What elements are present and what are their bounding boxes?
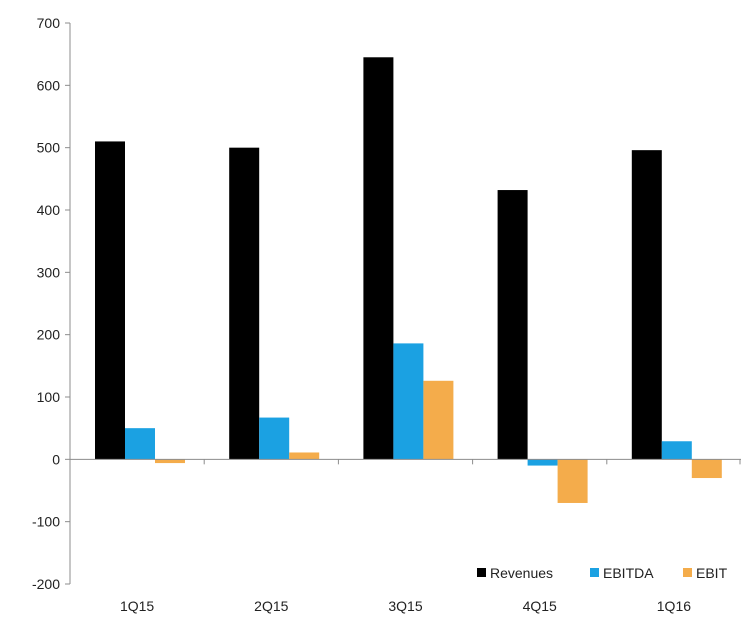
bar-revenues-1q16 [631, 150, 662, 460]
bar-revenues-1q15 [95, 141, 125, 460]
bar-ebitda-4q15 [527, 459, 558, 466]
legend-swatch-ebitda [590, 568, 599, 577]
y-tick-label: 200 [37, 327, 61, 343]
legend: Revenues EBITDA EBIT [477, 565, 728, 581]
zero-line-layer [69, 458, 741, 465]
x-tick-label: 3Q15 [388, 598, 422, 614]
x-tick-label: 4Q15 [523, 598, 557, 614]
x-tick-label: 1Q15 [120, 598, 154, 614]
y-tick-label: -100 [32, 514, 60, 530]
bar-ebitda-1q16 [661, 441, 692, 460]
bar-ebit-2q15 [289, 452, 320, 460]
x-tick-label: 2Q15 [254, 598, 288, 614]
x-tick-label: 1Q16 [657, 598, 691, 614]
bar-revenues-4q15 [497, 190, 528, 460]
y-tick-label: -200 [32, 576, 60, 592]
axes: -200 -100 0 100 200 300 400 500 600 700 1Q15 2Q15 3Q… [32, 15, 691, 614]
bar-ebitda-3q15 [393, 343, 424, 460]
y-tick-label: 500 [37, 140, 61, 156]
y-tick-label: 100 [37, 389, 61, 405]
legend-label-ebit: EBIT [696, 565, 728, 581]
bar-revenues-2q15 [229, 147, 260, 460]
bars [95, 57, 722, 503]
bar-ebit-3q15 [423, 380, 454, 460]
bar-ebitda-2q15 [259, 417, 290, 460]
y-tick-label: 600 [37, 77, 61, 93]
bar-ebit-1q16 [691, 459, 722, 479]
legend-label-revenues: Revenues [490, 565, 553, 581]
bar-ebitda-1q15 [125, 428, 155, 460]
bar-revenues-3q15 [363, 57, 394, 460]
y-tick-label: 400 [37, 202, 61, 218]
y-tick-label: 700 [37, 15, 61, 31]
legend-swatch-revenues [477, 568, 486, 577]
legend-swatch-ebit [683, 568, 692, 577]
y-tick-label: 300 [37, 264, 61, 280]
bar-ebit-4q15 [557, 459, 588, 503]
legend-label-ebitda: EBITDA [603, 565, 654, 581]
bar-ebit-1q15 [155, 459, 185, 464]
y-tick-label: 0 [52, 451, 60, 467]
